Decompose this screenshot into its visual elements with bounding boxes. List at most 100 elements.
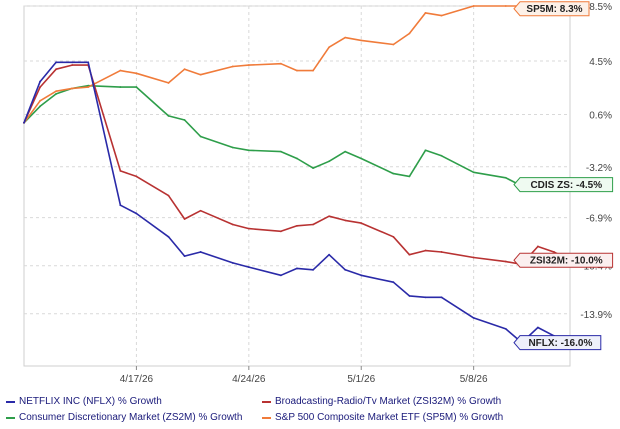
y-tick-label: 0.6% [589,111,612,122]
data-point [424,296,427,299]
data-point [199,251,202,253]
end-label-text: NFLX: -16.0% [528,338,592,349]
data-point [392,43,395,46]
data-point [312,223,314,226]
data-point [71,87,74,90]
data-point [296,224,298,227]
y-tick-label: -3.2% [586,163,612,174]
data-point [504,260,507,263]
end-label: NFLX: -16.0% [513,335,602,351]
data-point [440,251,443,253]
legend-label: S&P 500 Composite Market ETF (SP5M) % Gr… [275,412,504,423]
data-point [71,61,74,64]
data-point [360,222,363,224]
data-point [119,169,122,172]
data-point [472,317,475,319]
legend-label: NETFLIX INC (NFLX) % Growth [19,396,162,407]
x-tick-label: 4/24/26 [232,374,266,385]
end-label-box [513,252,614,268]
data-point [296,267,298,270]
data-point [231,65,234,68]
series-line [23,64,571,266]
plot-area [23,5,571,367]
data-point [424,249,427,252]
data-point [231,223,234,226]
data-point [328,253,331,256]
data-point [312,167,314,170]
data-point [408,295,411,297]
data-point [504,5,507,7]
data-point [392,281,395,284]
legend-swatch [262,400,271,403]
data-point [135,175,138,178]
data-point [472,171,475,174]
x-tick-label: 5/8/26 [460,374,488,385]
series-1 [23,64,571,266]
end-label-text: CDIS ZS: -4.5% [530,180,602,191]
data-point [167,82,170,84]
data-point [472,256,475,259]
y-tick-label: 8.5% [589,2,612,13]
data-point [424,149,427,152]
end-label-text: ZSI32M: -10.0% [530,256,603,267]
data-point [328,160,331,163]
data-point [504,328,507,330]
legend-item: Broadcasting-Radio/Tv Market (ZSI32M) % … [262,396,501,407]
data-point [553,251,555,253]
data-point [199,209,202,212]
data-point [408,175,411,178]
legend-label: Consumer Discretionary Market (ZS2M) % G… [19,412,243,423]
data-point [312,268,314,271]
data-point [360,157,363,160]
data-point [440,14,443,17]
data-point [55,93,58,95]
data-point [183,119,186,121]
data-point [231,262,234,264]
data-point [119,69,122,72]
line-chart: 8.5%4.5%0.6%-3.2%-6.9%-10.4%-13.9%4/17/2… [23,1,614,385]
legend-item: Consumer Discretionary Market (ZS2M) % G… [6,412,242,423]
end-label-box [513,1,590,17]
series-3 [23,5,571,124]
end-label-box [513,335,602,351]
x-tick-label: 5/1/26 [347,374,375,385]
data-point [247,64,250,66]
data-point [87,61,90,64]
data-point [296,69,298,72]
data-point [280,274,282,277]
data-point [135,212,138,215]
data-point [344,219,347,222]
data-point [135,86,138,88]
data-point [440,154,443,157]
data-point [119,204,122,207]
data-point [247,227,250,230]
data-point [392,235,395,238]
data-point [312,69,314,72]
series-line [23,5,570,124]
y-tick-label: 4.5% [589,57,612,68]
legend-swatch [6,400,15,403]
legend-item: S&P 500 Composite Market ETF (SP5M) % Gr… [262,412,503,423]
data-point [344,268,347,271]
data-point [360,39,363,42]
end-label: CDIS ZS: -4.5% [513,177,614,193]
data-point [199,135,202,138]
data-point [328,215,331,218]
data-point [39,99,41,102]
data-point [55,61,58,64]
data-point [536,326,539,329]
data-point [183,218,186,220]
data-point [408,32,411,35]
y-tick-label: -13.9% [580,310,612,321]
data-point [87,86,90,88]
legend-swatch [6,416,15,419]
data-point [71,64,74,66]
data-point [440,296,443,299]
data-point [39,80,41,83]
data-point [247,266,250,268]
data-point [296,157,298,160]
data-point [408,253,411,256]
data-point [344,36,347,39]
data-point [504,176,507,179]
